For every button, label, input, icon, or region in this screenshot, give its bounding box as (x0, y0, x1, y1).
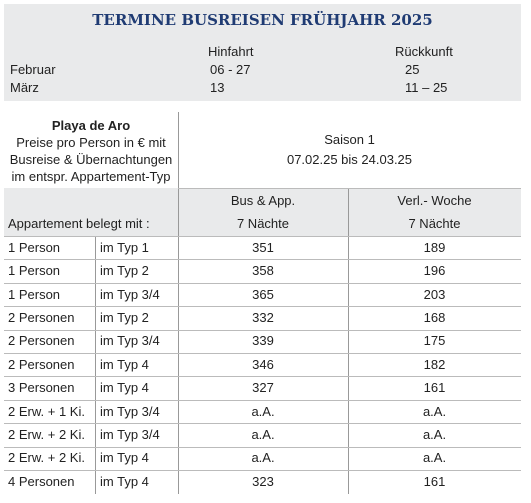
apartment-type: im Typ 4 (100, 380, 149, 396)
rule (178, 188, 521, 189)
duration: 7 Nächte (236, 216, 290, 231)
return: 25 (405, 62, 420, 77)
divider (178, 112, 179, 494)
departure: 13 (210, 80, 225, 95)
apartment-type: im Typ 2 (100, 309, 149, 325)
column-header: Verl.- Woche (397, 193, 472, 208)
price: 161 (423, 473, 446, 489)
price: 168 (423, 309, 446, 325)
row-rule (4, 353, 521, 354)
row-rule (4, 236, 521, 237)
occupancy: 2 Erw. + 2 Ki. (8, 426, 85, 442)
intro-line: Busreise & Übernachtungen (9, 152, 173, 167)
apartment-type: im Typ 3/4 (100, 333, 160, 349)
occupancy: 2 Personen (8, 309, 75, 325)
row-rule (4, 399, 521, 401)
occupancy: 2 Personen (8, 333, 75, 349)
price: 182 (423, 356, 446, 372)
price: a.A. (422, 403, 447, 419)
occupancy: 2 Erw. + 1 Ki. (8, 403, 85, 419)
price: 161 (423, 380, 446, 396)
return: 11 – 25 (405, 80, 448, 95)
apartment-type: im Typ 4 (100, 450, 149, 466)
occupancy: 1 Person (8, 286, 61, 302)
month: Februar (10, 62, 56, 77)
apartment-type: im Typ 3/4 (100, 286, 160, 302)
intro-line: Preise pro Person in € mit (16, 135, 166, 150)
season-period: 07.02.25 bis 24.03.25 (286, 152, 413, 167)
divider (348, 188, 349, 494)
price: 189 (423, 239, 446, 255)
price: 346 (252, 356, 274, 372)
price: 175 (423, 333, 446, 349)
row-rule (4, 470, 521, 471)
divider (95, 236, 96, 494)
row-label-header: Appartement belegt mit : (8, 216, 150, 231)
price: 196 (423, 263, 446, 279)
occupancy: 2 Erw. + 2 Ki. (8, 450, 85, 466)
row-rule (4, 259, 521, 261)
row-rule (4, 423, 521, 425)
occupancy: 1 Person (8, 239, 61, 255)
price: 358 (252, 263, 274, 279)
price: 323 (252, 473, 274, 489)
destination: Playa de Aro (51, 118, 131, 133)
apartment-type: im Typ 4 (100, 473, 149, 489)
column-header: Rückkunft (395, 44, 453, 59)
duration: 7 Nächte (408, 216, 461, 231)
price: 332 (252, 309, 274, 325)
dates-panel (4, 4, 521, 101)
row-rule (4, 329, 521, 331)
price: a.A. (422, 450, 447, 466)
apartment-type: im Typ 2 (100, 263, 149, 279)
column-header: Bus & App. (230, 193, 296, 208)
month: März (10, 80, 39, 95)
apartment-type: im Typ 3/4 (100, 426, 160, 442)
apartment-type: im Typ 1 (100, 239, 149, 255)
price: 365 (252, 286, 274, 302)
price: a.A. (251, 426, 275, 442)
price: 203 (423, 286, 446, 302)
apartment-type: im Typ 3/4 (100, 403, 160, 419)
row-rule (4, 306, 521, 308)
price: a.A. (251, 403, 275, 419)
price: 351 (252, 239, 274, 255)
departure: 06 - 27 (210, 62, 251, 77)
occupancy: 2 Personen (8, 356, 75, 372)
row-rule (4, 282, 521, 284)
apartment-type: im Typ 4 (100, 356, 149, 372)
occupancy: 4 Personen (8, 473, 75, 489)
column-header: Hinfahrt (208, 44, 254, 59)
header-band (4, 188, 521, 236)
occupancy: 1 Person (8, 263, 61, 279)
price: 327 (252, 380, 274, 396)
price: 339 (252, 333, 274, 349)
occupancy: 3 Personen (8, 380, 75, 396)
price: a.A. (422, 426, 447, 442)
title: TERMINE BUSREISEN FRÜHJAHR 2025 (92, 11, 433, 29)
intro-line: im entspr. Appartement-Typ (11, 169, 171, 184)
row-rule (4, 446, 521, 448)
price: a.A. (251, 450, 275, 466)
season: Saison 1 (324, 132, 375, 147)
row-rule (4, 376, 521, 378)
